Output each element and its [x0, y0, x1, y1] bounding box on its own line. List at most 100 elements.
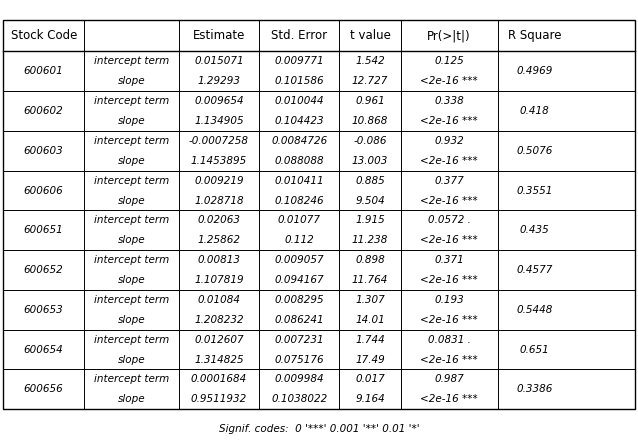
- Text: 0.009654: 0.009654: [194, 96, 244, 106]
- Text: 0.435: 0.435: [519, 225, 549, 235]
- Text: 1.1453895: 1.1453895: [191, 156, 247, 166]
- Text: <2e-16 ***: <2e-16 ***: [420, 195, 478, 205]
- Text: slope: slope: [117, 355, 145, 364]
- Text: 1.25862: 1.25862: [197, 235, 241, 245]
- Text: 0.009984: 0.009984: [274, 374, 324, 385]
- Text: slope: slope: [117, 195, 145, 205]
- Text: 0.0572 .: 0.0572 .: [427, 216, 471, 225]
- Text: 0.012607: 0.012607: [194, 335, 244, 345]
- Text: 0.193: 0.193: [434, 295, 464, 305]
- Text: intercept term: intercept term: [94, 216, 169, 225]
- Text: 0.9511932: 0.9511932: [191, 394, 247, 404]
- Text: 0.007231: 0.007231: [274, 335, 324, 345]
- Text: 0.010411: 0.010411: [274, 176, 324, 186]
- Text: 0.094167: 0.094167: [274, 275, 324, 285]
- Text: <2e-16 ***: <2e-16 ***: [420, 116, 478, 126]
- Text: 1.028718: 1.028718: [194, 195, 244, 205]
- Text: 1.107819: 1.107819: [194, 275, 244, 285]
- Text: 0.101586: 0.101586: [274, 76, 324, 86]
- Text: 0.4577: 0.4577: [516, 265, 553, 275]
- Text: 600602: 600602: [24, 106, 64, 116]
- Text: 1.208232: 1.208232: [194, 315, 244, 325]
- Text: 600652: 600652: [24, 265, 64, 275]
- Text: 600651: 600651: [24, 225, 64, 235]
- Text: intercept term: intercept term: [94, 374, 169, 385]
- Bar: [3, 20, 635, 409]
- Text: intercept term: intercept term: [94, 56, 169, 66]
- Text: 0.009219: 0.009219: [194, 176, 244, 186]
- Text: 0.086241: 0.086241: [274, 315, 324, 325]
- Text: <2e-16 ***: <2e-16 ***: [420, 156, 478, 166]
- Text: 0.418: 0.418: [519, 106, 549, 116]
- Text: 0.3551: 0.3551: [516, 186, 553, 196]
- Text: t value: t value: [350, 29, 390, 42]
- Text: -0.0007258: -0.0007258: [189, 136, 249, 146]
- Text: Estimate: Estimate: [193, 29, 245, 42]
- Text: 0.651: 0.651: [519, 345, 549, 355]
- Text: <2e-16 ***: <2e-16 ***: [420, 394, 478, 404]
- Text: slope: slope: [117, 275, 145, 285]
- Text: 0.987: 0.987: [434, 374, 464, 385]
- Text: Pr(>|t|): Pr(>|t|): [427, 29, 471, 42]
- Text: 11.764: 11.764: [352, 275, 389, 285]
- Text: 0.075176: 0.075176: [274, 355, 324, 364]
- Text: 0.104423: 0.104423: [274, 116, 324, 126]
- Text: 0.5076: 0.5076: [516, 146, 553, 156]
- Text: R Square: R Square: [508, 29, 561, 42]
- Text: 600653: 600653: [24, 305, 64, 315]
- Text: 600606: 600606: [24, 186, 64, 196]
- Text: 0.02063: 0.02063: [197, 216, 241, 225]
- Text: 0.00813: 0.00813: [197, 255, 241, 265]
- Text: slope: slope: [117, 116, 145, 126]
- Text: 0.01077: 0.01077: [278, 216, 321, 225]
- Text: 1.134905: 1.134905: [194, 116, 244, 126]
- Text: 0.377: 0.377: [434, 176, 464, 186]
- Text: 0.371: 0.371: [434, 255, 464, 265]
- Text: <2e-16 ***: <2e-16 ***: [420, 355, 478, 364]
- Text: 0.015071: 0.015071: [194, 56, 244, 66]
- Text: 0.885: 0.885: [355, 176, 385, 186]
- Text: slope: slope: [117, 394, 145, 404]
- Text: 600601: 600601: [24, 66, 64, 77]
- Text: 0.01084: 0.01084: [197, 295, 241, 305]
- Text: 11.238: 11.238: [352, 235, 389, 245]
- Text: 0.932: 0.932: [434, 136, 464, 146]
- Text: 0.961: 0.961: [355, 96, 385, 106]
- Text: <2e-16 ***: <2e-16 ***: [420, 315, 478, 325]
- Text: <2e-16 ***: <2e-16 ***: [420, 275, 478, 285]
- Text: slope: slope: [117, 76, 145, 86]
- Text: 0.009057: 0.009057: [274, 255, 324, 265]
- Text: slope: slope: [117, 315, 145, 325]
- Text: intercept term: intercept term: [94, 335, 169, 345]
- Text: 0.017: 0.017: [355, 374, 385, 385]
- Text: slope: slope: [117, 156, 145, 166]
- Text: 600654: 600654: [24, 345, 64, 355]
- Text: 0.008295: 0.008295: [274, 295, 324, 305]
- Text: 0.5448: 0.5448: [516, 305, 553, 315]
- Text: -0.086: -0.086: [353, 136, 387, 146]
- Text: 0.009771: 0.009771: [274, 56, 324, 66]
- Text: Stock Code: Stock Code: [10, 29, 77, 42]
- Text: <2e-16 ***: <2e-16 ***: [420, 235, 478, 245]
- Text: Std. Error: Std. Error: [271, 29, 327, 42]
- Text: intercept term: intercept term: [94, 176, 169, 186]
- Text: 9.164: 9.164: [355, 394, 385, 404]
- Text: 0.088088: 0.088088: [274, 156, 324, 166]
- Text: 600656: 600656: [24, 384, 64, 394]
- Text: intercept term: intercept term: [94, 96, 169, 106]
- Text: 0.0831 .: 0.0831 .: [427, 335, 471, 345]
- Text: 0.108246: 0.108246: [274, 195, 324, 205]
- Text: 0.4969: 0.4969: [516, 66, 553, 77]
- Text: 0.112: 0.112: [285, 235, 314, 245]
- Text: 0.010044: 0.010044: [274, 96, 324, 106]
- Text: 1.542: 1.542: [355, 56, 385, 66]
- Text: 0.3386: 0.3386: [516, 384, 553, 394]
- Text: 0.125: 0.125: [434, 56, 464, 66]
- Text: intercept term: intercept term: [94, 255, 169, 265]
- Text: 0.338: 0.338: [434, 96, 464, 106]
- Text: intercept term: intercept term: [94, 136, 169, 146]
- Text: 0.0001684: 0.0001684: [191, 374, 247, 385]
- Text: 17.49: 17.49: [355, 355, 385, 364]
- Text: 0.0084726: 0.0084726: [271, 136, 327, 146]
- Text: 0.898: 0.898: [355, 255, 385, 265]
